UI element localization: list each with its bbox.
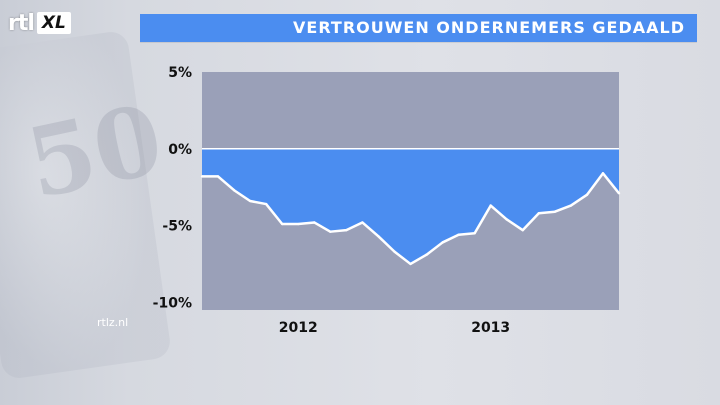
data-point xyxy=(489,204,492,207)
series-area xyxy=(202,148,619,264)
data-point xyxy=(232,189,236,192)
data-point xyxy=(441,241,444,244)
channel-logo: rtl XL xyxy=(8,10,71,36)
data-point xyxy=(601,172,605,175)
site-watermark: rtlz.nl xyxy=(97,316,129,329)
data-point xyxy=(457,233,460,236)
data-point xyxy=(377,235,380,238)
data-point xyxy=(313,221,316,224)
logo-rtl-text: rtl xyxy=(8,10,35,36)
y-tick-label: -5% xyxy=(162,219,192,235)
data-point xyxy=(248,199,252,203)
data-point xyxy=(537,212,541,215)
data-point xyxy=(280,222,284,226)
data-point xyxy=(216,175,220,178)
x-tick-label: 2012 xyxy=(279,320,318,336)
chart-title: VERTROUWEN ONDERNEMERS GEDAALD xyxy=(293,18,685,37)
data-point xyxy=(521,228,524,232)
y-tick-label: 5% xyxy=(168,65,192,81)
y-tick-label: -10% xyxy=(153,295,192,311)
data-point xyxy=(553,210,557,213)
data-point xyxy=(393,250,396,253)
title-bar: VERTROUWEN ONDERNEMERS GEDAALD xyxy=(140,14,697,42)
y-tick-label: 0% xyxy=(168,142,192,158)
data-point xyxy=(617,192,621,195)
data-point xyxy=(425,253,428,256)
data-point xyxy=(264,202,268,206)
data-point xyxy=(200,175,204,178)
logo-xl-badge: XL xyxy=(36,12,71,34)
data-point xyxy=(345,228,348,232)
data-point xyxy=(569,204,573,207)
data-point xyxy=(409,262,412,266)
data-point xyxy=(473,232,476,235)
x-tick-label: 2013 xyxy=(471,320,510,336)
data-point xyxy=(585,193,589,197)
data-point xyxy=(505,218,508,221)
data-point xyxy=(329,230,332,233)
data-point xyxy=(297,222,300,226)
data-point xyxy=(361,221,364,224)
